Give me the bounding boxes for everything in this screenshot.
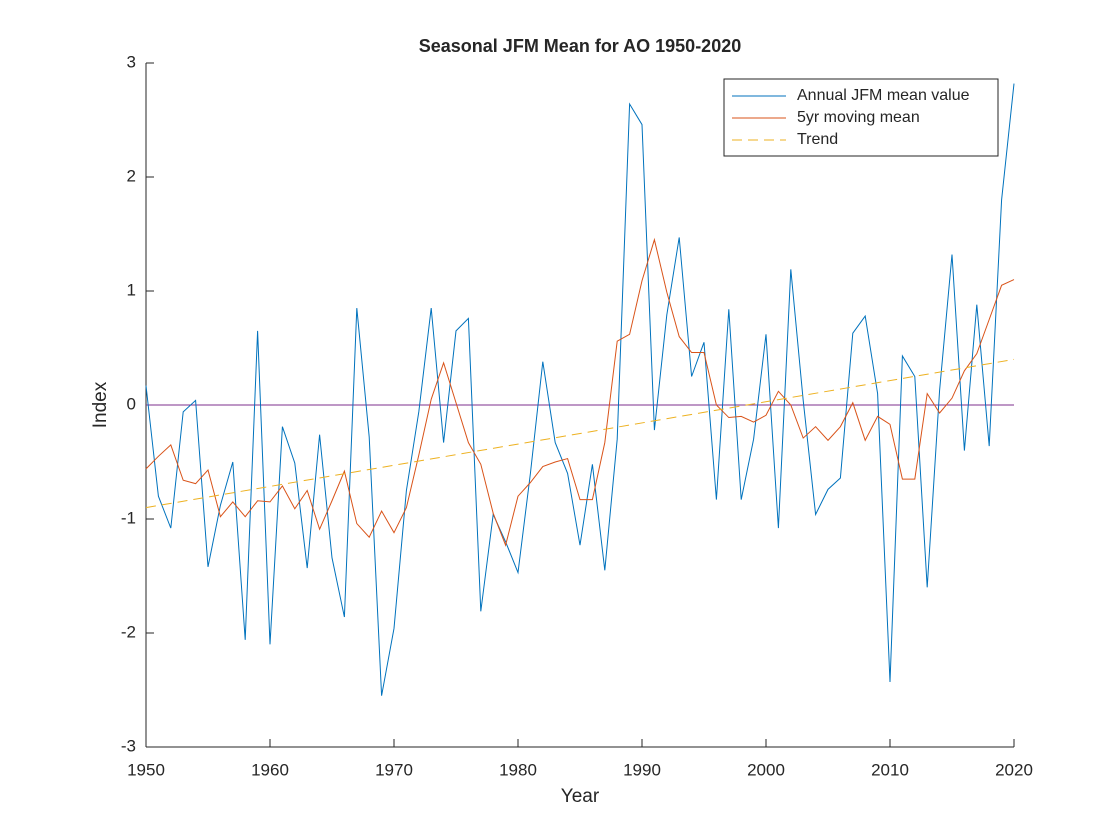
series-line	[145, 83, 1015, 696]
y-tick-label: 0	[127, 394, 136, 413]
x-tick-label: 1990	[623, 760, 661, 779]
series-line	[145, 237, 1015, 547]
legend-label: Trend	[797, 131, 838, 148]
y-tick-label: 2	[127, 166, 136, 185]
y-tick-label: 3	[127, 52, 136, 71]
legend-label: Annual JFM mean value	[797, 87, 970, 104]
x-tick-label: 1960	[251, 760, 289, 779]
y-tick-label: -2	[121, 622, 136, 641]
x-tick-label: 1950	[127, 760, 165, 779]
legend-box	[723, 78, 999, 157]
x-tick-label: 1970	[375, 760, 413, 779]
y-tick-label: 1	[127, 280, 136, 299]
y-axis-label: Index	[90, 381, 111, 428]
x-axis-label: Year	[561, 786, 600, 807]
y-tick-label: -3	[121, 736, 136, 755]
x-tick-label: 2000	[747, 760, 785, 779]
legend-label: 5yr moving mean	[797, 109, 920, 126]
chart-title: Seasonal JFM Mean for AO 1950-2020	[419, 36, 741, 56]
x-tick-label: 2020	[995, 760, 1033, 779]
series-line	[145, 358, 1015, 509]
x-tick-label: 1980	[499, 760, 537, 779]
x-tick-label: 2010	[871, 760, 909, 779]
y-tick-label: -1	[121, 508, 136, 527]
